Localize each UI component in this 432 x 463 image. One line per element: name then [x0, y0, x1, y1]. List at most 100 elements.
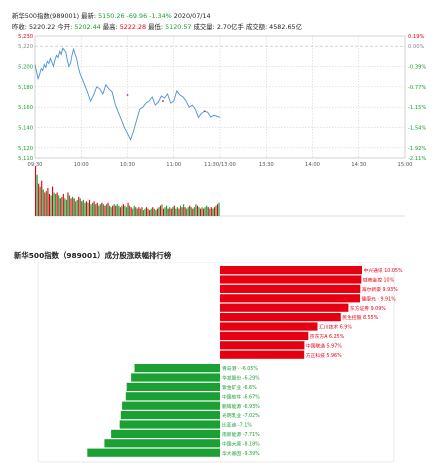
volume-bar: [161, 204, 163, 216]
volume-bar: [218, 202, 220, 216]
volume-bar: [196, 205, 199, 216]
ranking-bar: [119, 420, 220, 429]
volume-bar: [181, 207, 183, 216]
x-tick-label: 10:00: [74, 162, 89, 168]
volume-bar: [48, 193, 51, 216]
ranking-bar: [220, 294, 360, 303]
volume-bar: [147, 208, 149, 216]
ranking-bar: [122, 401, 220, 410]
volume-bar: [155, 210, 157, 216]
volume-bar: [189, 205, 191, 216]
volume-bar: [101, 202, 103, 216]
row2-field: 昨收:: [12, 23, 27, 31]
volume-bar: [105, 204, 108, 216]
volume-bar: [116, 204, 118, 216]
volume-bar: [204, 207, 206, 216]
volume-bar: [38, 183, 40, 216]
y-tick-left: 5,230: [18, 34, 33, 40]
volume-bar: [50, 195, 52, 216]
volume-bar: [149, 210, 151, 216]
x-tick-label: 13:30: [259, 162, 274, 168]
volume-bar: [99, 204, 101, 216]
volume-bar: [192, 208, 194, 216]
volume-bar: [36, 174, 38, 216]
volume-bar: [170, 208, 172, 216]
ranking-chart: 中兴通讯 10.05% 城商金控 10% 海尔新豪 9.93% 健康元 · 9.91%…: [37, 262, 403, 463]
row2-field: 2.70亿手: [216, 23, 244, 31]
volume-bar: [64, 198, 66, 216]
ranking-label: 南新能源 -7.71%: [222, 431, 260, 438]
row1-field: 2020/07/14: [173, 12, 211, 20]
volume-bar: [44, 192, 46, 216]
row1-field: 新华500指数(989001): [12, 12, 80, 20]
y-tick-right: -0.77%: [408, 85, 426, 91]
volume-bar: [216, 204, 219, 216]
volume-bar: [59, 198, 61, 216]
volume-bar: [190, 207, 192, 216]
ranking-label: 京东方A 6.25%: [310, 333, 345, 340]
ranking-bar: [120, 411, 220, 420]
y-tick-left: 5,200: [18, 65, 33, 71]
y-tick-left: 5,180: [18, 85, 33, 91]
volume-bar: [85, 201, 88, 216]
volume-bar: [56, 192, 58, 216]
volume-bar: [73, 198, 75, 216]
intraday-chart: 09:30 10:00 10:30 11:00 11:30/13:00 13:30 14:0…: [18, 34, 426, 217]
volume-bar: [136, 208, 138, 216]
volume-bar: [42, 189, 44, 216]
volume-bar: [212, 208, 214, 216]
y-tick-right: 0.00%: [408, 44, 425, 50]
volume-bar: [90, 204, 92, 216]
volume-bar: [110, 207, 112, 216]
volume-bar: [88, 199, 91, 216]
volume-bar: [201, 207, 203, 216]
row1-field: 5150.26: [98, 12, 125, 20]
y-tick-right: -1.92%: [408, 146, 426, 152]
volume-bar: [53, 192, 55, 216]
volume-bar: [104, 205, 106, 216]
y-tick-right: -2.11%: [408, 156, 426, 162]
ranking-label: 华发股份 -6.29%: [222, 375, 260, 382]
ranking-bar: [220, 303, 349, 312]
ranking-label: 健康元 · 9.91%: [362, 295, 397, 302]
volume-bar: [61, 196, 63, 216]
volume-bar: [169, 207, 171, 216]
volume-bar: [141, 207, 143, 216]
volume-bar: [67, 192, 69, 216]
ranking-bar: [125, 392, 220, 401]
x-tick-label: 10:30: [120, 162, 135, 168]
ranking-label: 中国软件 -6.67%: [222, 393, 260, 400]
ranking-bar: [220, 313, 341, 322]
volume-bar: [51, 186, 54, 216]
volume-bar: [206, 205, 208, 216]
ranking-bar: [104, 439, 220, 448]
volume-bar: [146, 207, 148, 216]
ranking-bar: [220, 341, 305, 350]
y-tick-right: -1.54%: [408, 126, 426, 132]
volume-bar: [184, 207, 186, 216]
volume-bar: [70, 198, 72, 216]
row2-field: 最低:: [148, 23, 164, 31]
y-tick-left: 5,120: [18, 146, 33, 152]
volume-bar: [156, 208, 158, 216]
volume-bar: [158, 207, 160, 216]
ranking-bar: [220, 266, 362, 275]
volume-bar: [47, 188, 49, 216]
volume-bar: [119, 207, 121, 216]
volume-bar: [93, 201, 95, 216]
price-marker: [126, 94, 129, 96]
row1-field: -69.96: [126, 12, 148, 20]
volume-bar: [173, 205, 175, 216]
ranking-label: 比亚迪 -7.1%: [222, 422, 252, 429]
volume-bar: [109, 205, 111, 216]
volume-bar: [175, 208, 177, 216]
x-tick-label: 14:00: [305, 162, 320, 168]
y-tick-right: 0.19%: [408, 34, 425, 40]
x-tick-label: 14:30: [351, 162, 366, 168]
volume-bar: [129, 205, 131, 216]
row2-field: 成交额:: [245, 23, 268, 31]
ranking-label: 鹏辉能源 -6.93%: [222, 403, 260, 410]
row2-field: 今开:: [57, 23, 73, 31]
volume-bar: [213, 207, 215, 216]
volume-bar: [81, 201, 83, 216]
